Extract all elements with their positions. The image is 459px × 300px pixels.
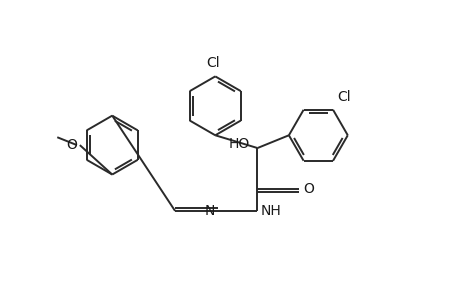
- Text: N: N: [204, 204, 215, 218]
- Text: O: O: [303, 182, 314, 196]
- Text: Cl: Cl: [336, 90, 350, 104]
- Text: O: O: [66, 138, 77, 152]
- Text: Cl: Cl: [206, 56, 220, 70]
- Text: NH: NH: [260, 204, 280, 218]
- Text: HO: HO: [228, 137, 249, 151]
